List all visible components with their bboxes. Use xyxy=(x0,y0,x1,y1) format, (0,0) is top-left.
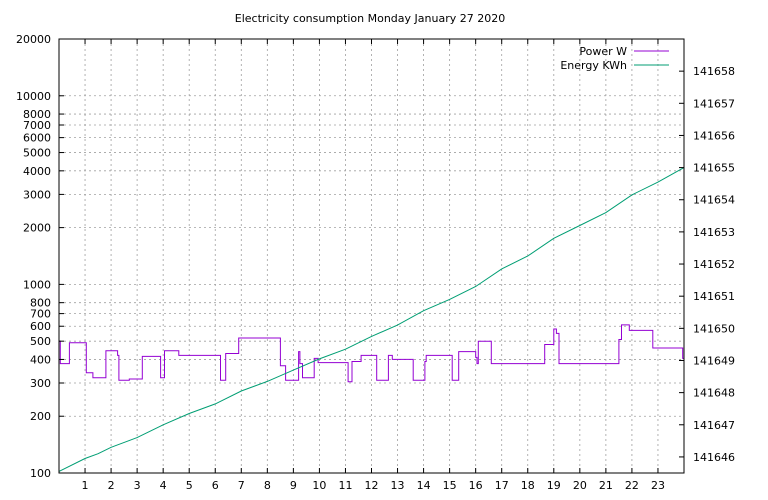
y-tick-label: 1000 xyxy=(23,278,51,291)
x-tick-label: 16 xyxy=(469,479,483,492)
x-axis: 1 2 3 4 5 6 7 8 9 10 11 12 13 14 15 16 17 18 19 20 21 22 23 xyxy=(82,39,665,492)
y-tick-label: 5000 xyxy=(23,147,51,160)
y-tick-label: 200 xyxy=(30,410,51,423)
y2-tick-label: 141653 xyxy=(693,226,735,239)
y-tick-label: 100 xyxy=(30,467,51,480)
y2-tick-label: 141652 xyxy=(693,258,735,271)
chart-title: Electricity consumption Monday January 2… xyxy=(235,12,505,25)
x-tick-label: 23 xyxy=(651,479,665,492)
y-tick-label: 300 xyxy=(30,377,51,390)
x-tick-label: 1 xyxy=(82,479,89,492)
series-line-energy-kwh xyxy=(58,167,685,472)
legend-label: Power W xyxy=(579,45,627,58)
y2-tick-label: 141650 xyxy=(693,322,735,335)
y-tick-label: 800 xyxy=(30,297,51,310)
y2-tick-label: 141651 xyxy=(693,290,735,303)
x-tick-label: 3 xyxy=(134,479,141,492)
x-tick-label: 8 xyxy=(264,479,271,492)
x-tick-label: 12 xyxy=(365,479,379,492)
x-tick-label: 7 xyxy=(238,479,245,492)
y2-tick-label: 141649 xyxy=(693,354,735,367)
y-tick-label: 700 xyxy=(30,308,51,321)
y-tick-label: 10000 xyxy=(16,90,51,103)
x-tick-label: 10 xyxy=(312,479,326,492)
y-tick-label: 7000 xyxy=(23,119,51,132)
x-tick-label: 11 xyxy=(338,479,352,492)
y2-tick-label: 141657 xyxy=(693,97,735,110)
x-tick-label: 22 xyxy=(625,479,639,492)
x-tick-label: 21 xyxy=(599,479,613,492)
series-layer xyxy=(58,167,685,472)
y-tick-label: 500 xyxy=(30,335,51,348)
x-tick-label: 5 xyxy=(186,479,193,492)
x-tick-label: 19 xyxy=(547,479,561,492)
x-tick-label: 2 xyxy=(108,479,115,492)
y-tick-label: 8000 xyxy=(23,108,51,121)
grid xyxy=(59,38,684,474)
y2-tick-label: 141655 xyxy=(693,162,735,175)
y-tick-label: 4000 xyxy=(23,165,51,178)
x-tick-label: 6 xyxy=(212,479,219,492)
y2-tick-label: 141647 xyxy=(693,419,735,432)
x-tick-label: 17 xyxy=(495,479,509,492)
y-tick-label: 2000 xyxy=(23,222,51,235)
x-tick-label: 18 xyxy=(521,479,535,492)
y2-tick-label: 141648 xyxy=(693,387,735,400)
y2-tick-label: 141646 xyxy=(693,451,735,464)
x-tick-label: 14 xyxy=(417,479,431,492)
x-tick-label: 13 xyxy=(391,479,405,492)
y-tick-label: 3000 xyxy=(23,188,51,201)
y2-tick-label: 141658 xyxy=(693,65,735,78)
x-tick-label: 15 xyxy=(443,479,457,492)
x-tick-label: 4 xyxy=(160,479,167,492)
y-tick-label: 6000 xyxy=(23,132,51,145)
y-axis-right: 141646 141647 141648 141649 141650 141651 1416… xyxy=(679,65,735,464)
y-tick-label: 600 xyxy=(30,320,51,333)
y2-tick-label: 141656 xyxy=(693,129,735,142)
y-tick-label: 400 xyxy=(30,353,51,366)
x-tick-label: 9 xyxy=(290,479,297,492)
x-tick-label: 20 xyxy=(573,479,587,492)
y2-tick-label: 141654 xyxy=(693,194,735,207)
legend-label: Energy KWh xyxy=(560,59,627,72)
y-tick-label: 20000 xyxy=(16,33,51,46)
series-line-power-w xyxy=(59,324,685,383)
